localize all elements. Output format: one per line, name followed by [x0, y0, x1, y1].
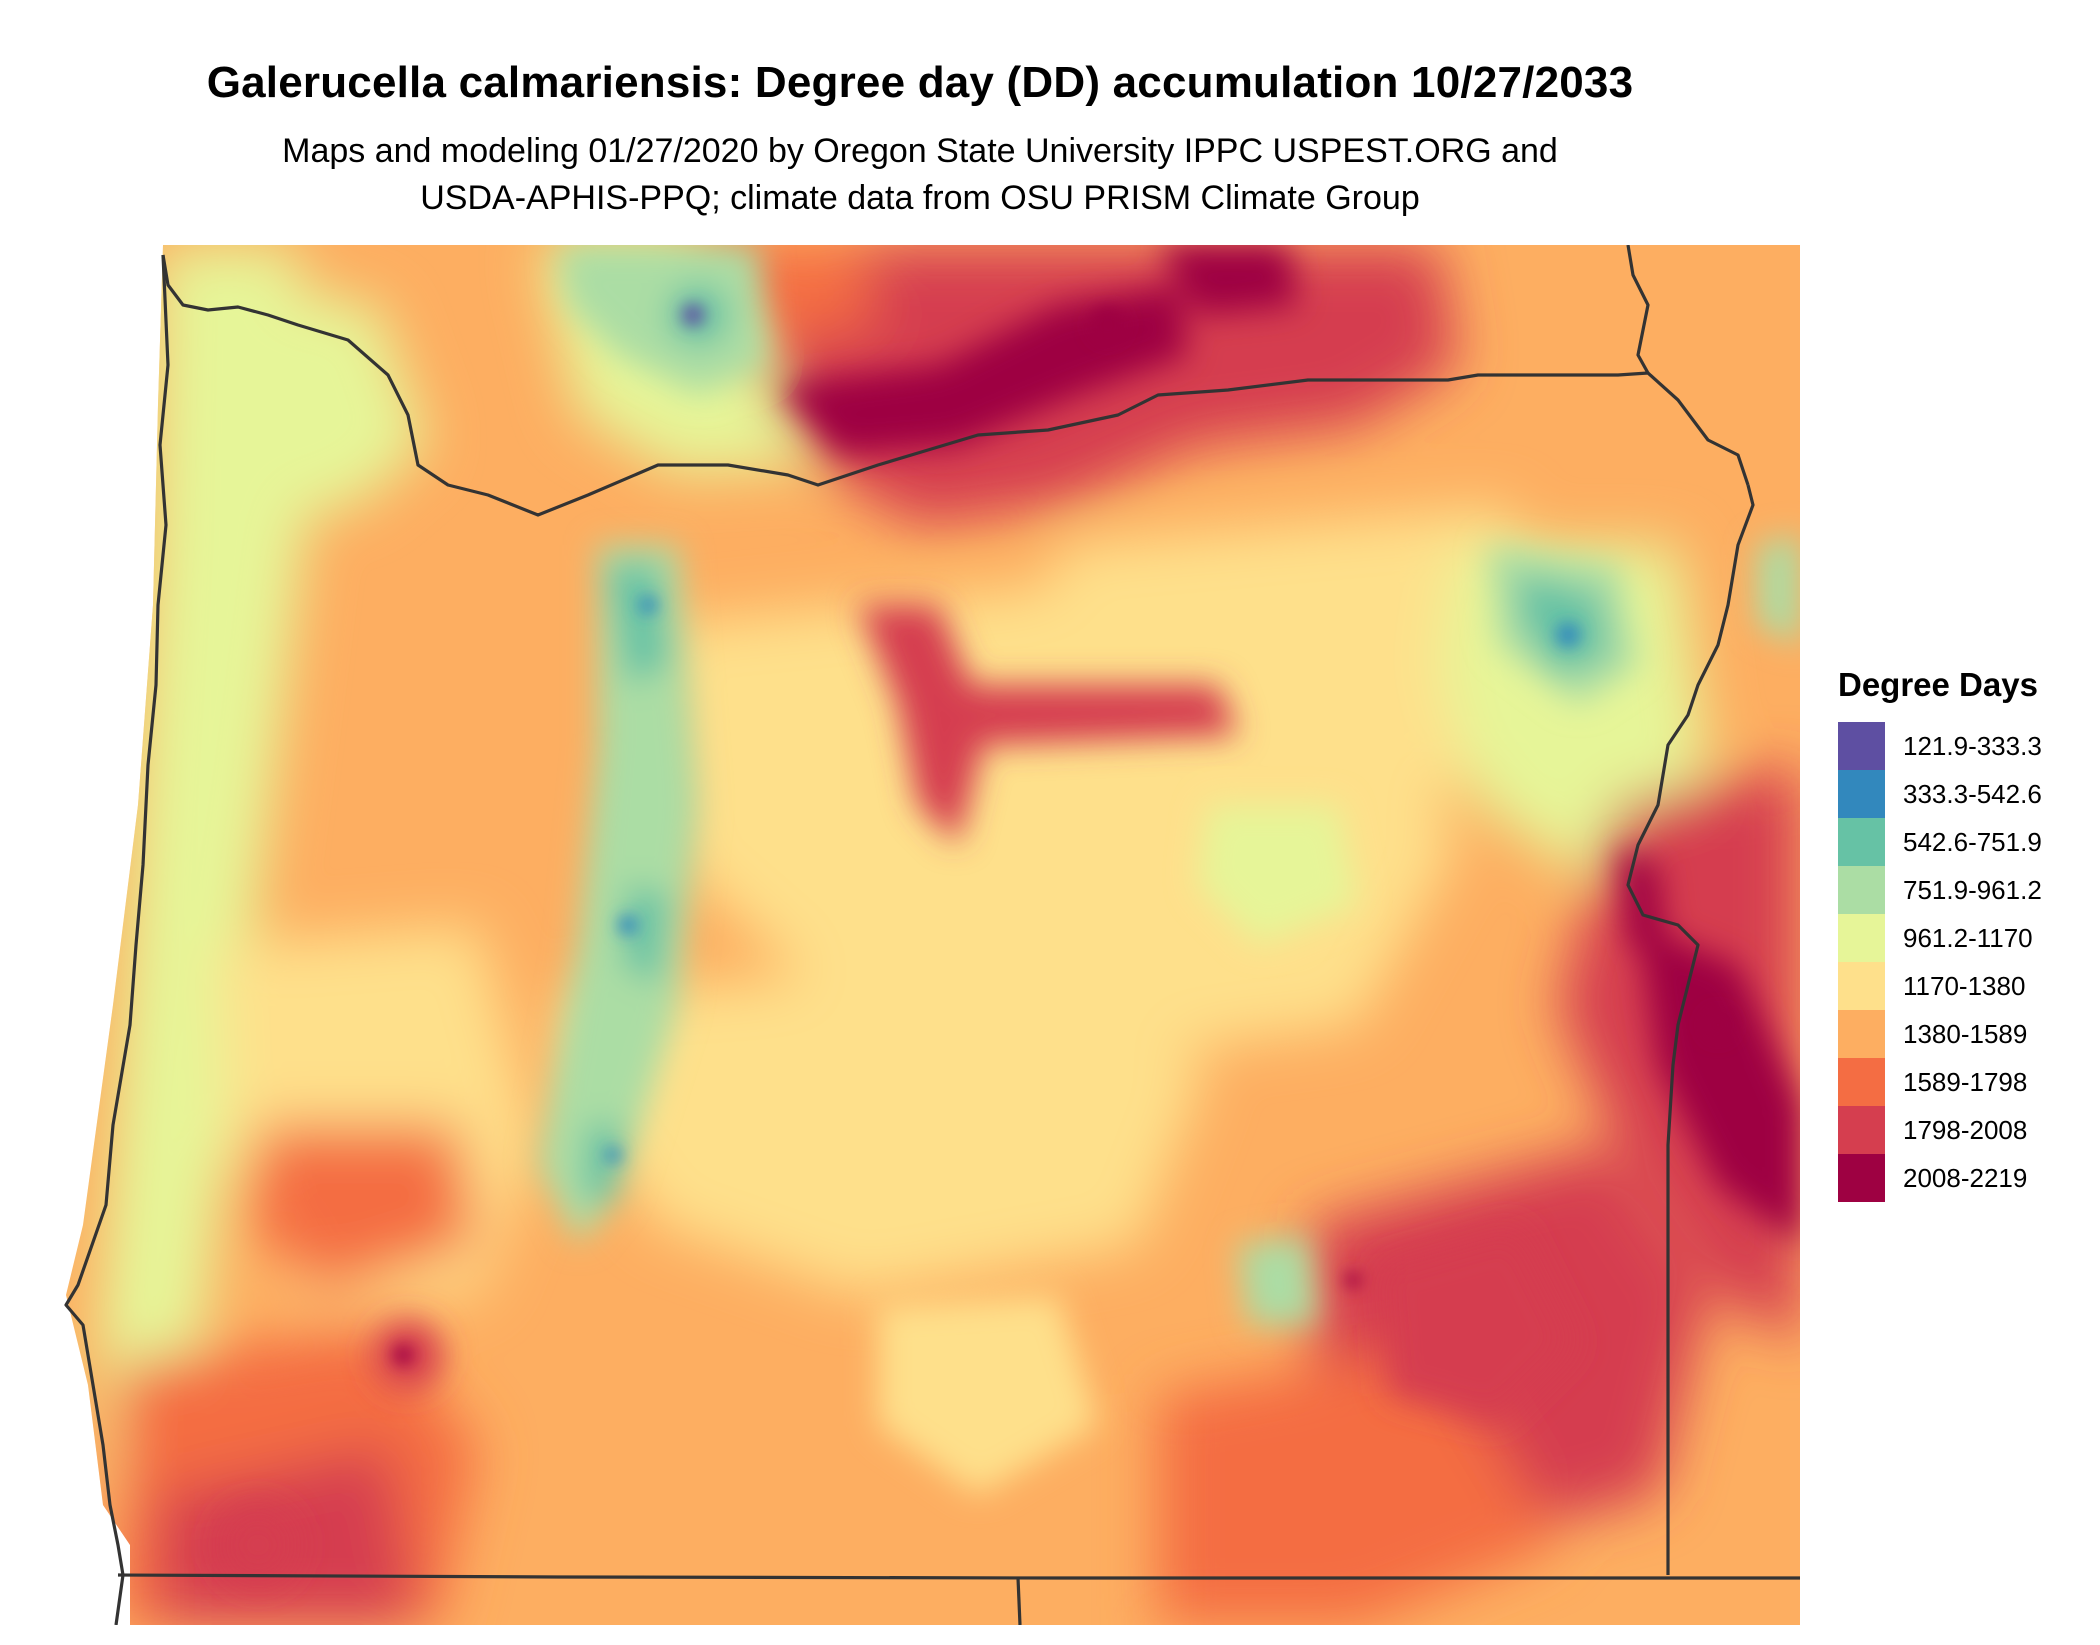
legend: Degree Days 121.9-333.3 333.3-542.6 542.6-… [1838, 666, 2042, 1202]
subtitle-line-2: USDA-APHIS-PPQ; climate data from OSU PR… [420, 179, 1420, 217]
legend-item: 542.6-751.9 [1838, 818, 2042, 866]
legend-item: 333.3-542.6 [1838, 770, 2042, 818]
legend-label: 1170-1380 [1903, 970, 2026, 1001]
legend-swatch [1838, 914, 1885, 962]
degree-day-map [64, 245, 1800, 1625]
legend-item: 961.2-1170 [1838, 914, 2042, 962]
raster-layer [66, 245, 1800, 1625]
subtitle-line-1: Maps and modeling 01/27/2020 by Oregon S… [282, 132, 1558, 170]
map-subtitle: Maps and modeling 01/27/2020 by Oregon S… [0, 128, 1840, 222]
legend-label: 121.9-333.3 [1903, 730, 2042, 761]
legend-item: 1589-1798 [1838, 1058, 2042, 1106]
snake-river-border [1626, 245, 1755, 1575]
legend-swatch [1838, 1058, 1885, 1106]
legend-label: 542.6-751.9 [1903, 826, 2042, 857]
legend-item: 751.9-961.2 [1838, 866, 2042, 914]
legend-label: 333.3-542.6 [1903, 778, 2042, 809]
legend-label: 2008-2219 [1903, 1162, 2028, 1193]
columbia-river-border [161, 254, 1750, 517]
legend-swatch [1838, 962, 1885, 1010]
map-title: Galerucella calmariensis: Degree day (DD… [206, 58, 1634, 107]
legend-item: 2008-2219 [1838, 1154, 2042, 1202]
legend-item: 1380-1589 [1838, 1010, 2042, 1058]
legend-item: 1170-1380 [1838, 962, 2042, 1010]
legend-label: 1380-1589 [1903, 1018, 2028, 1049]
legend-swatch [1838, 1154, 1885, 1202]
legend-swatch [1838, 722, 1885, 770]
legend-label: 961.2-1170 [1903, 922, 2033, 953]
southern-border [117, 1573, 1800, 1580]
ca-nv-border [1016, 1577, 1022, 1625]
legend-items: 121.9-333.3 333.3-542.6 542.6-751.9 751.9-9… [1838, 722, 2042, 1202]
legend-item: 121.9-333.3 [1838, 722, 2042, 770]
legend-label: 1589-1798 [1903, 1066, 2028, 1097]
legend-label: 751.9-961.2 [1903, 874, 2042, 905]
legend-title: Degree Days [1838, 666, 2038, 703]
state-boundaries [64, 245, 1800, 1625]
legend-swatch [1838, 1010, 1885, 1058]
broad-zones [98, 245, 1800, 1625]
legend-swatch [1838, 770, 1885, 818]
fine-spots [393, 304, 1734, 1365]
legend-item: 1798-2008 [1838, 1106, 2042, 1154]
legend-label: 1798-2008 [1903, 1114, 2028, 1145]
pacific-coastline [64, 254, 170, 1625]
legend-swatch [1838, 1106, 1885, 1154]
legend-swatch [1838, 818, 1885, 866]
legend-swatch [1838, 866, 1885, 914]
